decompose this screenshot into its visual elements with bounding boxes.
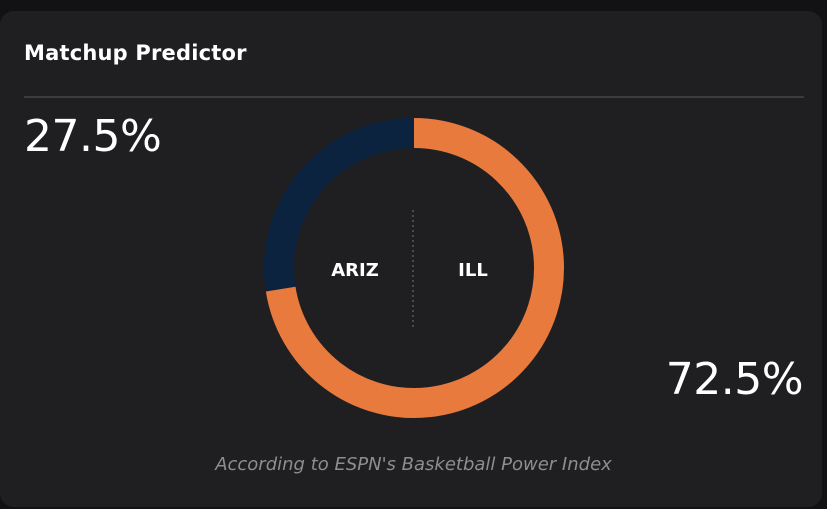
bpi-attribution: According to ESPN's Basketball Power Ind…	[215, 454, 612, 475]
title-divider	[24, 96, 804, 98]
donut-segment-ariz	[264, 118, 415, 292]
team-label-ariz: ARIZ	[331, 260, 379, 281]
donut-segment-ill	[265, 118, 564, 418]
matchup-predictor-card: Matchup Predictor	[0, 11, 822, 507]
card-title: Matchup Predictor	[24, 41, 247, 65]
away-team-win-pct: 27.5%	[24, 111, 162, 162]
team-label-ill: ILL	[458, 260, 488, 281]
home-team-win-pct: 72.5%	[665, 354, 804, 405]
